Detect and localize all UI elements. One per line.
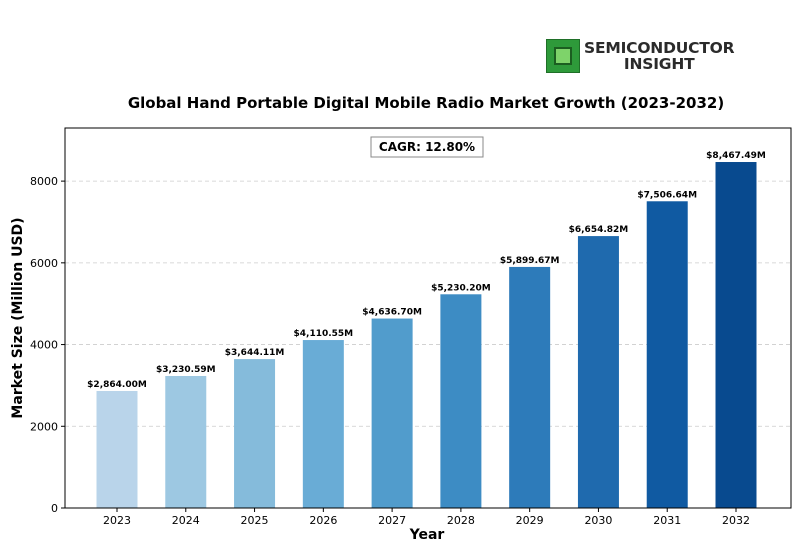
cagr-box: CAGR: 12.80%	[370, 136, 484, 158]
data-labels: $2,864.00M $3,230.59M $3,644.11M $4,110.55M…	[87, 151, 766, 390]
x-tick-label: 2030	[584, 514, 612, 527]
x-tick-label: 2023	[103, 514, 131, 527]
semiconductor-insight-logo: SEMICONDUCTOR INSIGHT	[546, 38, 735, 74]
data-label: $4,636.70M	[362, 308, 422, 318]
data-label: $6,654.82M	[569, 225, 629, 235]
data-label: $2,864.00M	[87, 380, 147, 390]
logo-text: SEMICONDUCTOR INSIGHT	[584, 39, 735, 73]
data-label: $3,644.11M	[225, 348, 285, 358]
x-tick-label: 2027	[378, 514, 406, 527]
y-tick-label: 2000	[30, 420, 58, 433]
logo-line-2: INSIGHT	[623, 55, 695, 73]
y-tick-label: 8000	[30, 175, 58, 188]
data-label: $5,899.67M	[500, 256, 560, 266]
y-tick-label: 6000	[30, 257, 58, 270]
y-tick-label: 0	[51, 502, 58, 515]
chart-title: Global Hand Portable Digital Mobile Radi…	[128, 94, 724, 112]
data-label: $7,506.64M	[637, 190, 697, 200]
x-axis-ticks: 2023 2024 2025 2026 2027 2028 2029 2030 2031 2032	[103, 508, 750, 527]
x-tick-label: 2031	[653, 514, 681, 527]
data-label: $5,230.20M	[431, 283, 491, 293]
bar	[509, 266, 551, 508]
cagr-box-frame	[370, 136, 484, 158]
y-axis-ticks: 0 2000 4000 6000 8000	[30, 175, 65, 515]
bar	[165, 375, 207, 508]
bar	[440, 294, 482, 508]
cagr-label: CAGR: 12.80%	[379, 140, 475, 154]
bar	[371, 318, 413, 508]
data-label: $8,467.49M	[706, 151, 766, 161]
data-label: $3,230.59M	[156, 365, 216, 375]
plot-frame	[64, 127, 792, 509]
chip-icon	[546, 39, 580, 73]
bar	[234, 359, 276, 508]
x-tick-label: 2028	[447, 514, 475, 527]
bar	[715, 162, 757, 508]
bar	[96, 390, 138, 508]
x-tick-label: 2024	[172, 514, 200, 527]
y-axis-label: Market Size (Million USD)	[10, 217, 26, 418]
logo-line-1: SEMICONDUCTOR	[584, 39, 735, 57]
bar	[646, 201, 688, 508]
bar	[302, 340, 344, 508]
x-tick-label: 2029	[516, 514, 544, 527]
y-tick-label: 4000	[30, 339, 58, 352]
data-label: $4,110.55M	[294, 329, 354, 339]
bars	[96, 162, 757, 508]
x-tick-label: 2032	[722, 514, 750, 527]
bar	[577, 236, 619, 508]
x-tick-label: 2025	[241, 514, 269, 527]
x-tick-label: 2026	[309, 514, 337, 527]
x-axis-label: Year	[409, 527, 445, 543]
